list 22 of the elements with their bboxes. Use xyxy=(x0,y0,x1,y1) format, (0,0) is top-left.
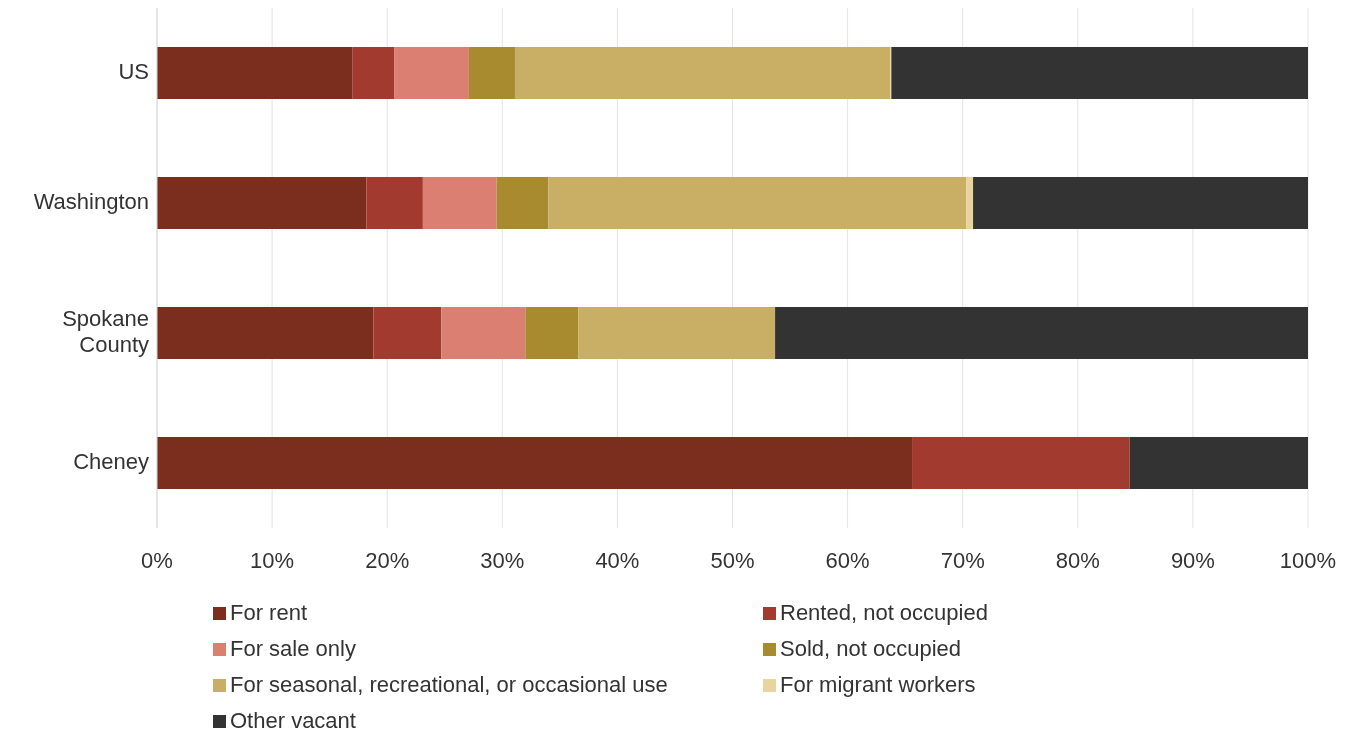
legend-label: Sold, not occupied xyxy=(780,635,962,663)
legend-label: For rent xyxy=(230,599,308,627)
x-tick-label: 70% xyxy=(940,547,985,573)
y-tick-label: US xyxy=(118,58,149,84)
y-tick-label: Spokane County xyxy=(62,305,149,357)
x-tick-label: 80% xyxy=(1055,547,1100,573)
y-tick-label: Washington xyxy=(33,188,149,214)
x-tick-label: 100% xyxy=(1279,547,1337,573)
x-tick-label: 40% xyxy=(595,547,640,573)
x-tick-label: 10% xyxy=(250,547,295,573)
x-tick-label: 30% xyxy=(480,547,525,573)
x-tick-label: 50% xyxy=(710,547,755,573)
legend-label: For migrant workers xyxy=(780,671,976,699)
x-tick-label: 0% xyxy=(141,547,173,573)
x-tick-label: 60% xyxy=(825,547,870,573)
x-tick-label: 90% xyxy=(1170,547,1215,573)
legend-label: Rented, not occupied xyxy=(780,599,988,627)
legend-label: For seasonal, recreational, or occasional use xyxy=(230,671,668,699)
legend-label: Other vacant xyxy=(230,707,356,735)
x-tick-label: 20% xyxy=(365,547,410,573)
legend-label: For sale only xyxy=(230,635,356,663)
y-tick-label: Cheney xyxy=(73,448,149,474)
